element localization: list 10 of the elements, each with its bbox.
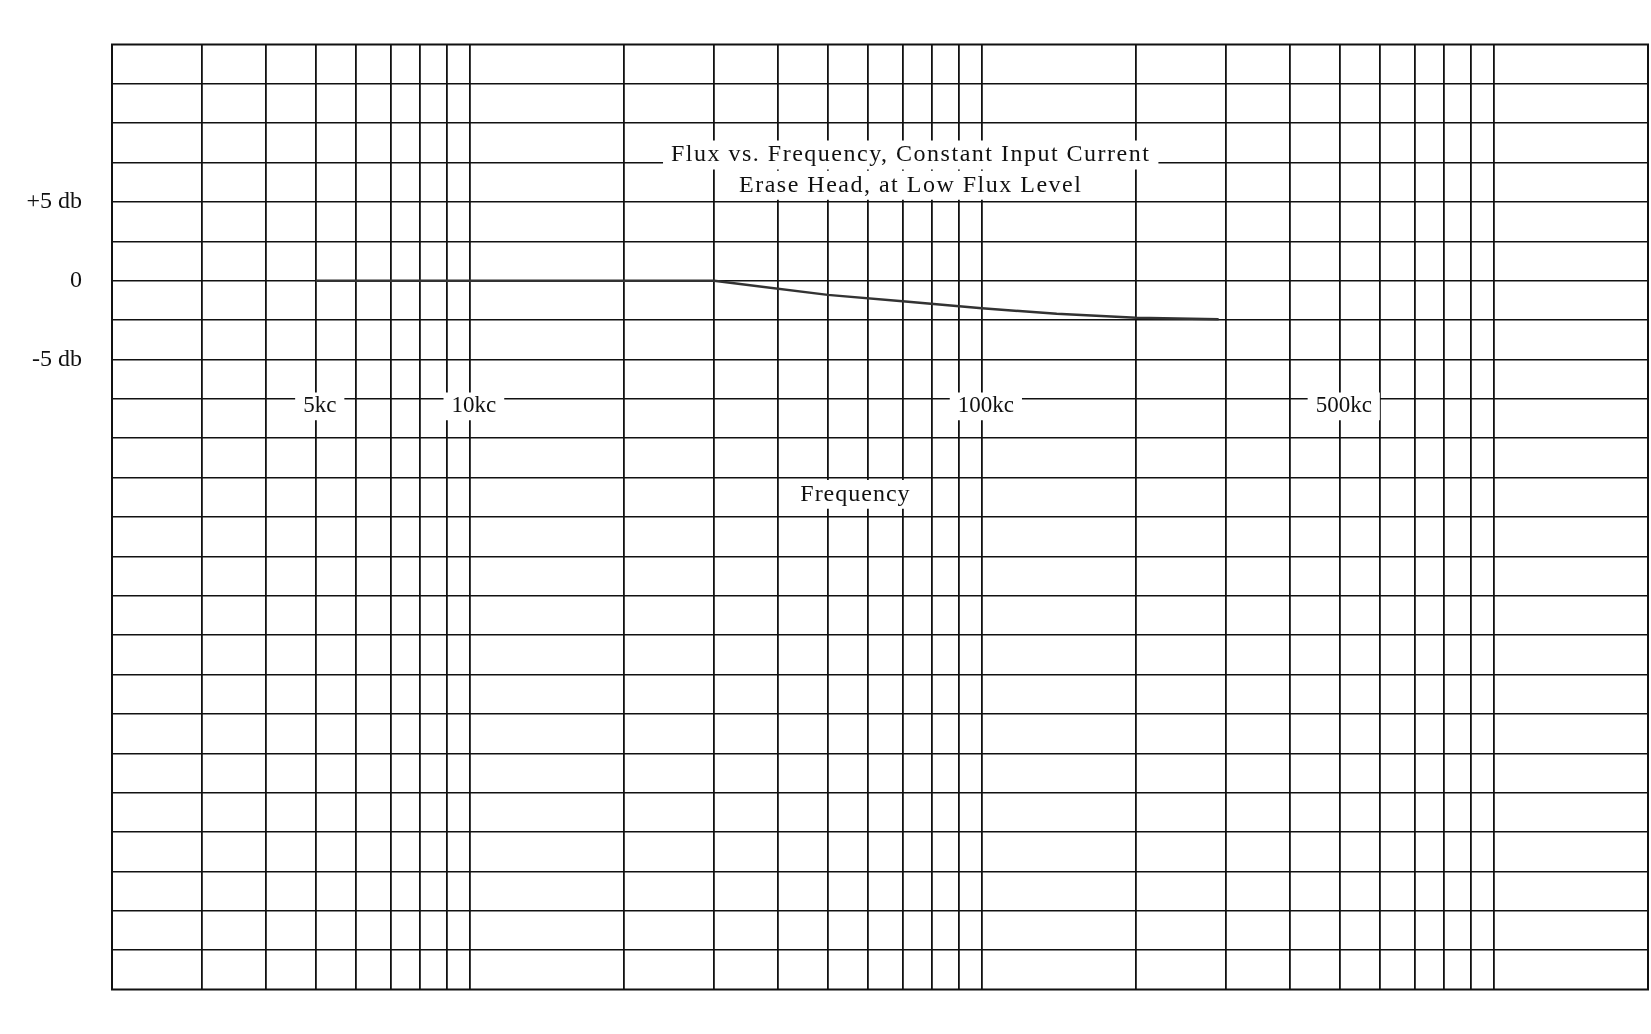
x-tick-label: 500kc [1315, 392, 1372, 418]
x-tick-label: 10kc [451, 392, 497, 418]
x-tick-label: 100kc [957, 392, 1014, 418]
y-tick-label: -5 db [32, 344, 82, 371]
y-tick-label: +5 db [26, 187, 82, 214]
x-tick-label: 5kc [303, 392, 337, 418]
text: Erase Head, at Low Flux Level [739, 170, 1083, 197]
x-axis-title: Frequency [800, 479, 911, 506]
y-tick-label: 0 [70, 266, 82, 292]
text: Flux vs. Frequency, Constant Input Current [671, 140, 1151, 167]
